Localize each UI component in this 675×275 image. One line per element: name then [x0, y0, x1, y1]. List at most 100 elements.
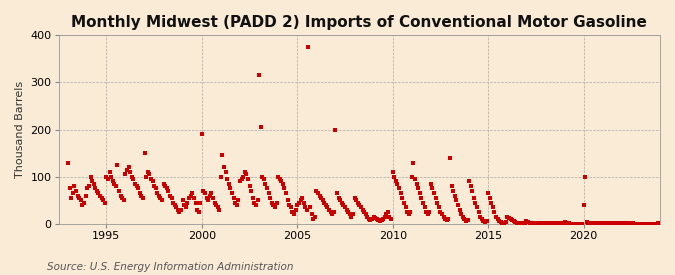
- Point: [419, 205, 430, 210]
- Point: [624, 221, 635, 225]
- Point: [306, 212, 317, 217]
- Point: [205, 193, 215, 198]
- Point: [130, 182, 140, 186]
- Point: [526, 221, 537, 225]
- Point: [414, 191, 425, 195]
- Point: [540, 221, 551, 225]
- Point: [360, 212, 371, 217]
- Point: [412, 186, 423, 191]
- Point: [647, 222, 657, 226]
- Point: [354, 203, 364, 207]
- Point: [212, 205, 223, 210]
- Point: [386, 217, 397, 221]
- Point: [370, 216, 381, 220]
- Point: [467, 189, 478, 193]
- Point: [514, 221, 525, 225]
- Point: [313, 191, 323, 195]
- Point: [230, 200, 240, 205]
- Point: [505, 217, 516, 221]
- Point: [298, 200, 309, 205]
- Point: [387, 170, 398, 174]
- Point: [240, 170, 250, 174]
- Point: [441, 218, 452, 222]
- Point: [423, 212, 433, 217]
- Point: [77, 203, 88, 207]
- Point: [570, 222, 581, 226]
- Point: [238, 174, 248, 179]
- Point: [198, 189, 209, 193]
- Point: [151, 186, 161, 191]
- Point: [451, 198, 462, 202]
- Point: [250, 203, 261, 207]
- Point: [425, 182, 436, 186]
- Y-axis label: Thousand Barrels: Thousand Barrels: [15, 81, 25, 178]
- Point: [111, 184, 122, 188]
- Point: [504, 216, 514, 220]
- Point: [179, 203, 190, 207]
- Point: [477, 217, 487, 221]
- Point: [331, 191, 342, 195]
- Point: [317, 198, 328, 202]
- Point: [153, 193, 164, 198]
- Point: [465, 184, 476, 188]
- Point: [588, 221, 599, 225]
- Point: [260, 182, 271, 186]
- Point: [559, 220, 570, 225]
- Point: [84, 184, 95, 188]
- Point: [489, 210, 500, 214]
- Point: [223, 182, 234, 186]
- Point: [448, 189, 458, 193]
- Point: [171, 205, 182, 210]
- Point: [214, 207, 225, 212]
- Point: [136, 193, 146, 198]
- Point: [591, 221, 602, 225]
- Point: [358, 210, 369, 214]
- Point: [262, 186, 273, 191]
- Point: [93, 191, 104, 195]
- Point: [534, 221, 545, 225]
- Point: [327, 212, 338, 217]
- Point: [289, 212, 300, 217]
- Point: [473, 210, 484, 214]
- Point: [567, 222, 578, 226]
- Point: [63, 160, 74, 165]
- Point: [169, 203, 180, 207]
- Point: [494, 219, 505, 224]
- Point: [402, 210, 412, 214]
- Point: [91, 189, 102, 193]
- Point: [410, 177, 421, 181]
- Point: [115, 193, 126, 198]
- Point: [532, 221, 543, 225]
- Point: [325, 210, 336, 214]
- Point: [639, 222, 649, 226]
- Point: [267, 200, 277, 205]
- Point: [531, 221, 541, 225]
- Point: [608, 221, 619, 225]
- Point: [101, 174, 112, 179]
- Point: [430, 196, 441, 200]
- Point: [460, 219, 471, 224]
- Point: [259, 177, 269, 181]
- Point: [255, 125, 266, 130]
- Point: [80, 193, 91, 198]
- Point: [510, 220, 520, 225]
- Point: [211, 203, 221, 207]
- Point: [351, 198, 362, 202]
- Point: [202, 198, 213, 202]
- Point: [138, 196, 148, 200]
- Point: [254, 73, 265, 78]
- Point: [394, 186, 404, 191]
- Point: [365, 218, 376, 222]
- Point: [621, 221, 632, 225]
- Point: [106, 174, 117, 179]
- Point: [513, 221, 524, 225]
- Point: [539, 221, 549, 225]
- Point: [193, 210, 204, 214]
- Point: [613, 221, 624, 225]
- Point: [220, 170, 231, 174]
- Point: [432, 200, 443, 205]
- Point: [601, 221, 612, 225]
- Point: [227, 191, 238, 195]
- Point: [487, 205, 498, 210]
- Point: [562, 221, 573, 225]
